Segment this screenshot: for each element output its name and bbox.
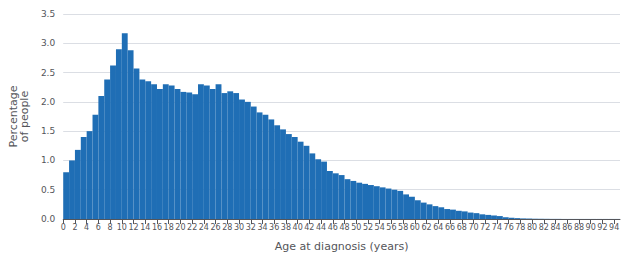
svg-text:80: 80	[527, 223, 537, 232]
svg-text:32: 32	[246, 223, 256, 232]
svg-text:60: 60	[410, 223, 420, 232]
svg-text:62: 62	[421, 223, 431, 232]
svg-text:46: 46	[328, 223, 338, 232]
svg-text:94: 94	[609, 223, 619, 232]
svg-text:0.0: 0.0	[41, 214, 56, 224]
svg-text:92: 92	[597, 223, 607, 232]
svg-text:3.5: 3.5	[41, 9, 55, 19]
svg-text:30: 30	[234, 223, 244, 232]
svg-text:22: 22	[187, 223, 197, 232]
svg-text:52: 52	[363, 223, 373, 232]
svg-text:2: 2	[72, 223, 77, 232]
svg-text:44: 44	[316, 223, 326, 232]
svg-text:1.0: 1.0	[41, 155, 56, 165]
svg-text:50: 50	[351, 223, 361, 232]
svg-text:26: 26	[211, 223, 221, 232]
svg-text:40: 40	[293, 223, 303, 232]
svg-text:48: 48	[339, 223, 349, 232]
svg-text:Percentage: Percentage	[7, 85, 20, 148]
svg-text:70: 70	[468, 223, 478, 232]
svg-text:42: 42	[304, 223, 314, 232]
svg-text:36: 36	[269, 223, 279, 232]
svg-text:56: 56	[386, 223, 396, 232]
svg-text:28: 28	[222, 223, 232, 232]
svg-text:12: 12	[128, 223, 138, 232]
svg-text:72: 72	[480, 223, 490, 232]
svg-text:0.5: 0.5	[41, 185, 55, 195]
svg-text:14: 14	[140, 223, 150, 232]
svg-text:68: 68	[457, 223, 467, 232]
svg-text:6: 6	[96, 223, 101, 232]
svg-text:24: 24	[199, 223, 209, 232]
svg-text:3.0: 3.0	[41, 38, 56, 48]
svg-text:82: 82	[539, 223, 549, 232]
svg-text:90: 90	[586, 223, 596, 232]
svg-text:2.0: 2.0	[41, 97, 56, 107]
svg-text:88: 88	[574, 223, 584, 232]
svg-text:34: 34	[257, 223, 267, 232]
svg-text:84: 84	[550, 223, 560, 232]
svg-text:86: 86	[562, 223, 572, 232]
svg-text:38: 38	[281, 223, 291, 232]
svg-text:58: 58	[398, 223, 408, 232]
svg-text:76: 76	[504, 223, 514, 232]
svg-text:78: 78	[515, 223, 525, 232]
svg-text:54: 54	[375, 223, 385, 232]
svg-text:16: 16	[152, 223, 162, 232]
svg-text:18: 18	[164, 223, 174, 232]
svg-text:74: 74	[492, 223, 502, 232]
svg-text:8: 8	[108, 223, 113, 232]
svg-text:1.5: 1.5	[41, 126, 55, 136]
svg-text:0: 0	[61, 223, 66, 232]
svg-text:64: 64	[433, 223, 443, 232]
svg-text:Age at diagnosis (years): Age at diagnosis (years)	[275, 240, 409, 253]
svg-text:66: 66	[445, 223, 455, 232]
svg-text:4: 4	[84, 223, 89, 232]
svg-text:10: 10	[117, 223, 127, 232]
svg-text:20: 20	[175, 223, 185, 232]
svg-text:2.5: 2.5	[41, 68, 55, 78]
svg-text:of people: of people	[18, 91, 31, 143]
